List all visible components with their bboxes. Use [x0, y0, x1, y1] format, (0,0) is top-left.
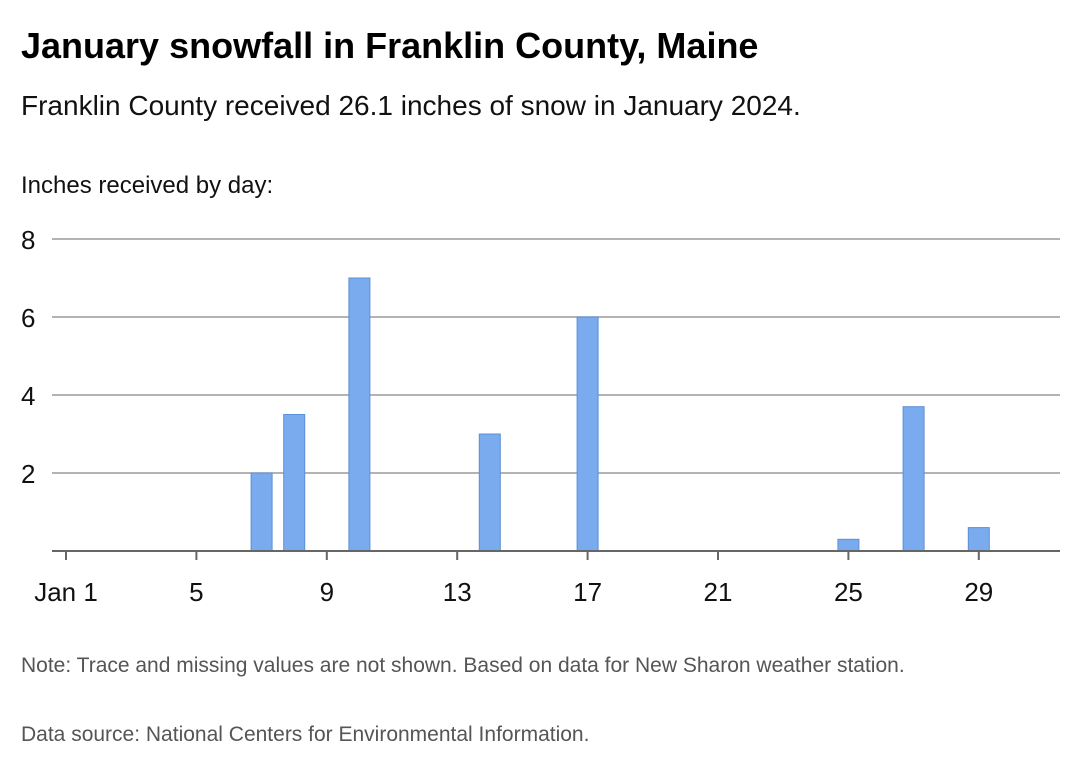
bar-day-27 [902, 406, 925, 552]
x-tick-label-25: 25 [834, 577, 863, 607]
bar-day-10 [348, 277, 371, 552]
x-tick-label-29: 29 [964, 577, 993, 607]
x-tick-label-5: 5 [189, 577, 203, 607]
x-tick-label-17: 17 [573, 577, 602, 607]
y-tick-label-6: 6 [21, 303, 35, 333]
data-source: Data source: National Centers for Enviro… [21, 723, 590, 746]
x-tick-label-9: 9 [320, 577, 334, 607]
bar-day-8 [283, 414, 306, 552]
bar-day-25 [837, 538, 860, 552]
y-axis-label: Inches received by day: [21, 172, 274, 199]
snowfall-bar-chart: 2 4 6 8 Jan 1 5 9 13 17 21 25 29 [21, 225, 1060, 607]
bar-day-14 [478, 433, 501, 552]
y-tick-label-2: 2 [21, 459, 35, 489]
tick-labels: 2 4 6 8 Jan 1 5 9 13 17 21 25 29 [21, 225, 993, 607]
y-tick-label-8: 8 [21, 225, 35, 255]
chart-note: Note: Trace and missing values are not s… [21, 654, 905, 677]
x-tick-label-13: 13 [443, 577, 472, 607]
gridlines [52, 238, 1060, 474]
x-axis [52, 550, 1060, 560]
bar-day-17 [576, 316, 599, 552]
bars [250, 277, 990, 552]
chart-title: January snowfall in Franklin County, Mai… [21, 25, 759, 66]
bar-day-29 [967, 527, 990, 552]
bar-day-7 [250, 472, 273, 552]
chart-subtitle: Franklin County received 26.1 inches of … [21, 90, 801, 121]
x-tick-label-1: Jan 1 [34, 577, 98, 607]
y-tick-label-4: 4 [21, 381, 35, 411]
x-tick-label-21: 21 [704, 577, 733, 607]
